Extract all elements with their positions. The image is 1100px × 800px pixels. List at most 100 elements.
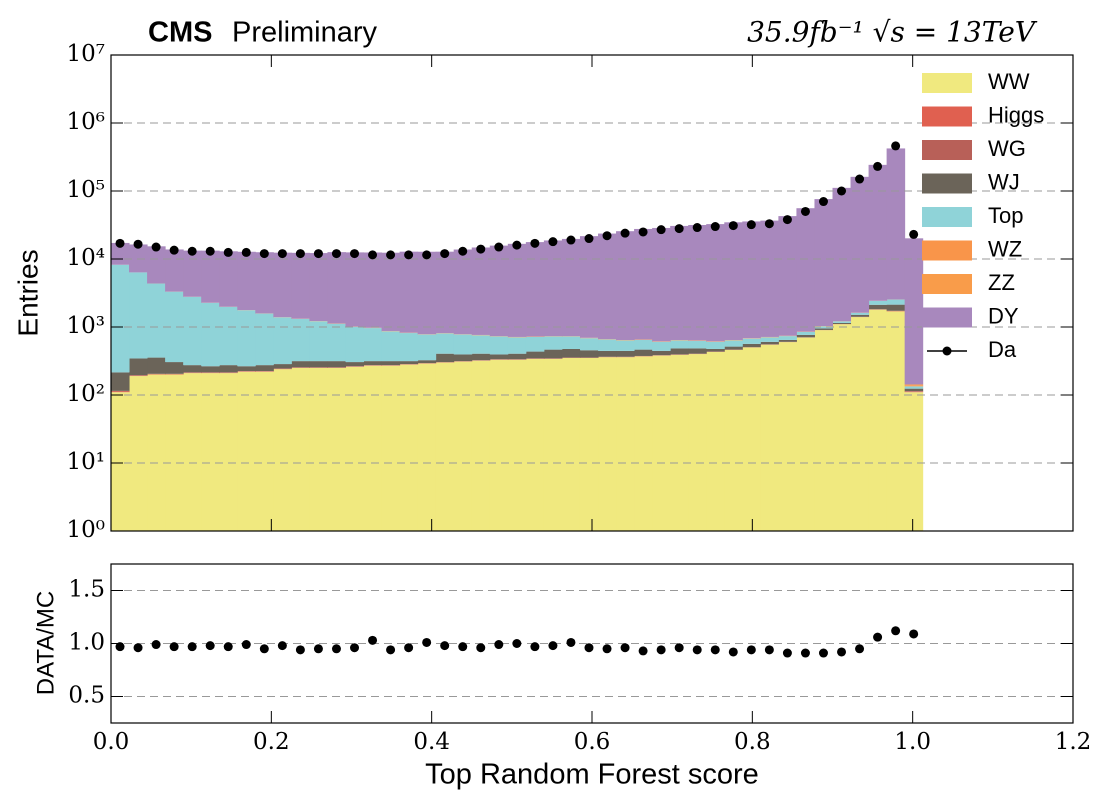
data-point (692, 645, 702, 655)
bar-segment (237, 251, 256, 311)
data-point (223, 247, 233, 257)
bar-segment (525, 242, 545, 337)
bar-segment (634, 349, 653, 356)
bar-segment (760, 344, 779, 531)
data-point (855, 644, 865, 654)
bar-segment (165, 374, 184, 531)
x-tick-label: 0.4 (413, 729, 450, 755)
data-point (277, 641, 287, 651)
bar-segment (255, 371, 274, 531)
bar-segment (904, 391, 924, 393)
y-tick-label: 10³ (67, 313, 106, 339)
bar-segment (237, 310, 256, 367)
data-point (295, 645, 305, 655)
bar-segment (525, 351, 545, 359)
data-point (331, 249, 341, 259)
bar-segment (327, 367, 346, 531)
bar-segment (291, 318, 310, 362)
bar-segment (165, 249, 184, 292)
data-point (331, 644, 341, 654)
bar-segment (381, 365, 401, 531)
bar-segment (688, 354, 707, 531)
bar-segment (219, 306, 238, 366)
legend-label: WJ (988, 169, 1020, 194)
plot-frame (110, 563, 1074, 724)
legend-label: Da (988, 337, 1017, 362)
data-point (350, 249, 360, 259)
bar-segment (778, 342, 797, 531)
bar-segment (742, 343, 761, 348)
data-point (674, 643, 684, 653)
bar-segment (688, 348, 707, 354)
y-tick-label: 10⁵ (67, 177, 106, 203)
data-point (386, 250, 396, 260)
legend-swatch (922, 73, 972, 93)
data-point (638, 646, 648, 656)
bar-segment (724, 340, 743, 347)
data-point (710, 222, 720, 232)
bar-segment (507, 337, 527, 354)
bar-segment (598, 357, 617, 531)
bar-segment (850, 312, 870, 315)
data-point (187, 642, 197, 652)
data-point (422, 250, 432, 260)
bar-segment (201, 373, 220, 531)
bar-segment (850, 317, 870, 531)
bar-segment (147, 357, 166, 374)
bar-segment (579, 358, 599, 531)
legend-label: DY (988, 303, 1019, 328)
data-point (674, 224, 684, 234)
bar-segment (724, 346, 743, 350)
bar-segment (183, 296, 202, 366)
bar-segment (165, 362, 184, 374)
experiment: CMS (148, 17, 212, 49)
data-point (458, 246, 468, 256)
status: Preliminary (232, 17, 378, 49)
data-point (169, 642, 179, 652)
bar-segment (147, 374, 166, 531)
bar-segment (273, 252, 292, 318)
data-point (692, 223, 702, 233)
bar-segment (309, 321, 328, 362)
data-point (873, 632, 883, 642)
bar-segment (868, 304, 888, 310)
bar-segment (598, 233, 617, 340)
bar-segment (363, 252, 383, 328)
bar-segment (165, 291, 184, 363)
bar-segment (147, 246, 166, 284)
bar-segment (489, 354, 509, 360)
bar-segment (129, 358, 148, 376)
data-point (295, 249, 305, 259)
bar-segment (850, 176, 870, 313)
y-tick-label: 10⁷ (67, 41, 106, 67)
bar-segment (579, 338, 599, 351)
y-tick-label: 1.5 (68, 577, 105, 603)
bar-segment (850, 314, 870, 317)
bar-segment (471, 247, 491, 335)
data-point (422, 637, 432, 647)
bar-segment (435, 251, 455, 334)
bar-segment (219, 365, 238, 373)
data-point (259, 249, 269, 259)
bar-segment (345, 362, 365, 367)
data-point (313, 644, 323, 654)
bar-segment (363, 361, 383, 366)
x-tick-label: 1.0 (894, 729, 931, 755)
bar-segment (868, 164, 888, 301)
data-point (277, 249, 287, 259)
lumi: 35.9fb⁻¹ √s = 13TeV (747, 16, 1038, 49)
bar-segment (129, 272, 148, 359)
bar-segment (760, 341, 779, 345)
bar-segment (525, 336, 545, 352)
bar-segment (724, 222, 743, 340)
bar-segment (616, 340, 635, 351)
x-tick-label: 0.8 (734, 729, 771, 755)
bar-segment (886, 304, 906, 311)
data-point (818, 648, 828, 658)
bar-segment (814, 326, 833, 329)
data-point (548, 641, 558, 651)
bar-segment (670, 225, 689, 340)
bar-segment (886, 310, 906, 312)
bar-segment (868, 300, 888, 305)
bar-segment (778, 339, 797, 342)
